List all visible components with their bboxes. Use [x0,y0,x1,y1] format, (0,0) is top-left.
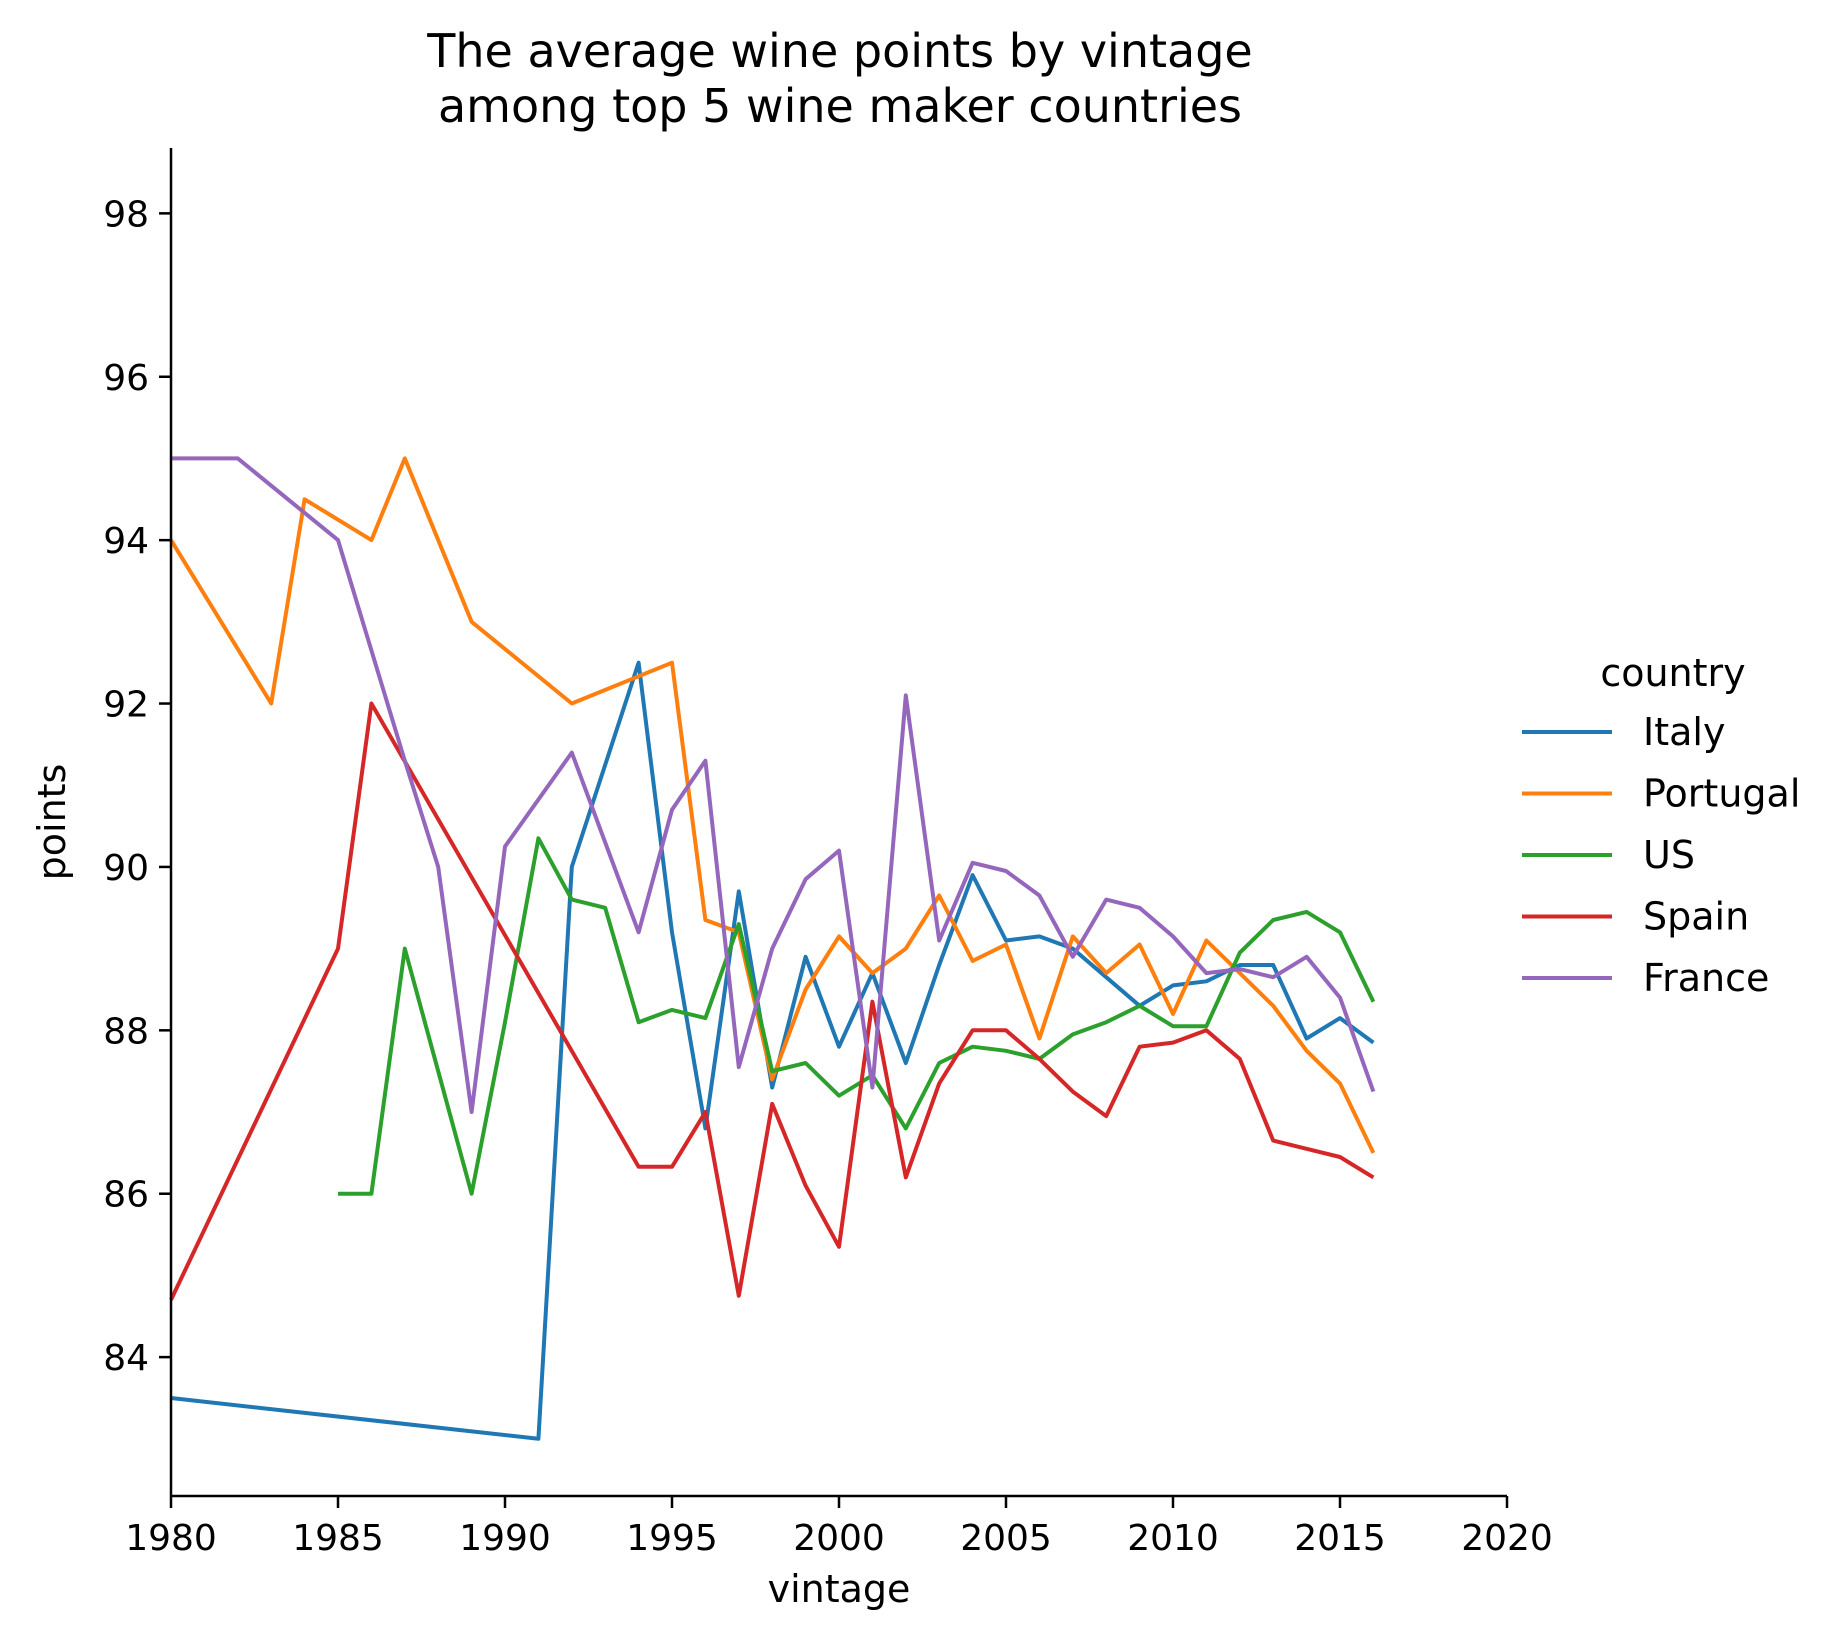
x-ticks: 1980 1985 1990 1995 2000 2005 2010 2015 2020 [125,1496,1553,1559]
y-tick-label: 84 [103,1338,149,1379]
x-tick-label: 2005 [960,1518,1052,1559]
series-line-spain [169,701,1375,1301]
x-tick-label: 2000 [793,1518,885,1559]
y-tick-label: 86 [103,1175,149,1216]
legend-label-us: US [1643,833,1695,877]
series-line-us [338,836,1376,1196]
x-tick-label: 2010 [1127,1518,1219,1559]
legend-label-france: France [1643,956,1769,1000]
y-tick-label: 88 [103,1011,149,1052]
y-tick-label: 96 [103,358,149,399]
y-tick-label: 92 [103,685,149,726]
y-tick-label: 90 [103,848,149,889]
legend-label-spain: Spain [1643,895,1749,939]
series-line-france [171,456,1376,1114]
y-tick-label: 94 [103,521,149,562]
legend-label-italy: Italy [1643,710,1725,754]
x-tick-label: 2015 [1294,1518,1386,1559]
x-axis-label: vintage [768,1567,911,1611]
series-line-portugal [169,456,1376,1154]
series-line-italy [170,660,1375,1441]
chart-title-line-2: among top 5 wine maker countries [438,79,1242,133]
y-tick-label: 98 [103,194,149,235]
x-tick-label: 1985 [292,1518,384,1559]
x-tick-label: 1980 [125,1518,217,1559]
x-tick-label: 1995 [626,1518,718,1559]
x-tick-label: 1990 [459,1518,551,1559]
legend-title: country [1600,651,1745,695]
x-tick-label: 2020 [1461,1518,1553,1559]
legend-label-portugal: Portugal [1643,772,1800,816]
y-ticks: 84 86 88 90 92 94 96 98 [103,194,171,1379]
chart-title-line-1: The average wine points by vintage [426,24,1252,78]
legend: country Italy Portugal US Spain France [1522,651,1800,1000]
y-axis-label: points [30,764,74,881]
plot-lines [169,456,1376,1441]
